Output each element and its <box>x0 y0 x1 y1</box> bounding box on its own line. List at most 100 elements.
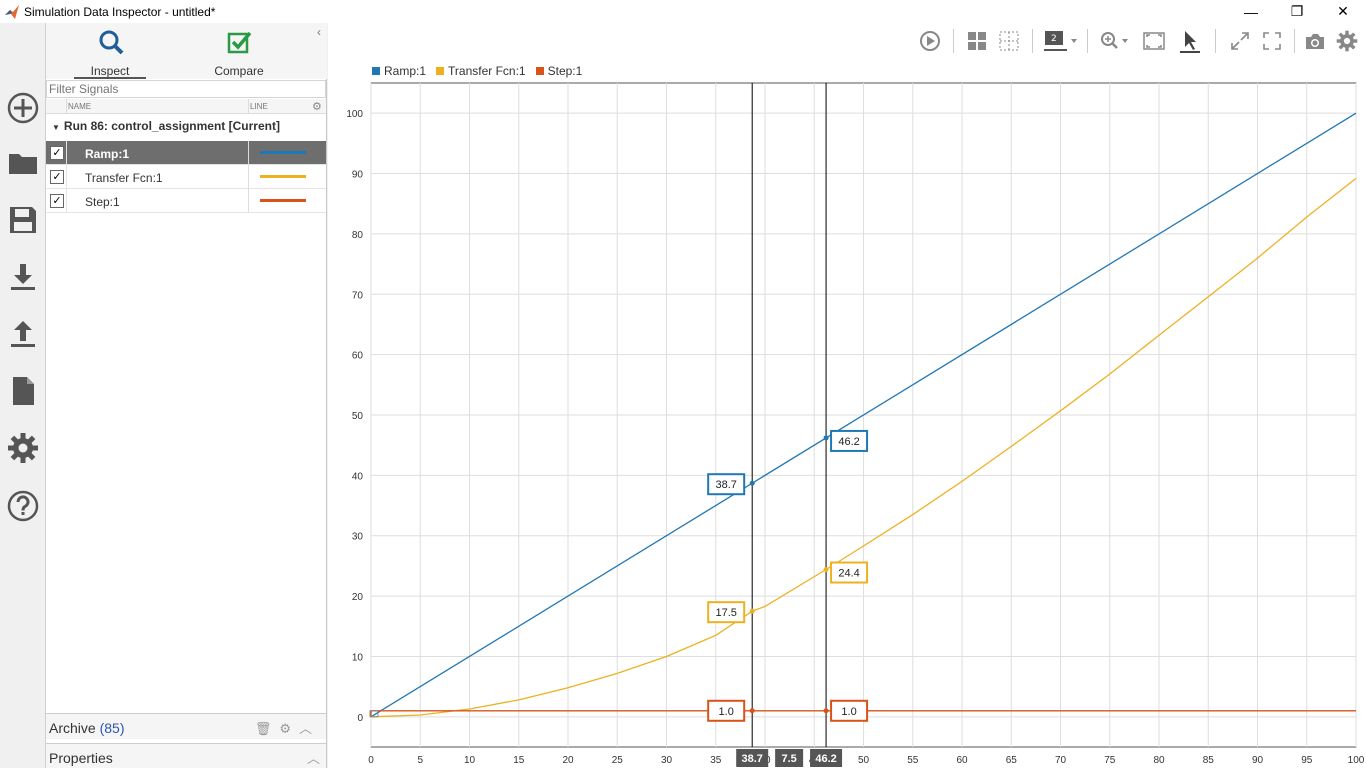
y-tick-label: 90 <box>352 170 364 181</box>
signal-table-header: NAME LINE ⚙ <box>46 99 326 114</box>
series-line <box>370 177 1357 718</box>
close-button[interactable]: ✕ <box>1337 3 1349 19</box>
cursor-readout-box <box>707 601 746 624</box>
line-swatch[interactable] <box>260 175 306 178</box>
legend-item-step[interactable]: Step:1 <box>535 64 582 78</box>
export-icon <box>11 321 35 347</box>
layout-grid-icon <box>968 32 986 50</box>
tab-inspect[interactable]: Inspect <box>56 27 146 79</box>
expand-triangle-icon[interactable]: ▼ <box>52 123 60 132</box>
signal-row-step[interactable]: ✓ Step:1 <box>46 189 326 213</box>
x-tick-label: 20 <box>562 755 574 766</box>
cursor-readout-label: 1.0 <box>841 706 856 718</box>
properties-label: Properties <box>49 750 113 766</box>
plot-area: 2 <box>328 23 1366 768</box>
restore-button[interactable]: ❐ <box>1290 3 1304 19</box>
x-tick-label: 25 <box>612 755 624 766</box>
tab-compare-label: Compare <box>214 64 264 78</box>
x-tick-label: 75 <box>1104 755 1116 766</box>
signal-checkbox[interactable]: ✓ <box>50 194 64 208</box>
x-tick-label: 80 <box>1153 755 1165 766</box>
new-icon <box>7 92 39 124</box>
line-column-header[interactable]: LINE <box>250 102 268 111</box>
line-swatch[interactable] <box>260 151 306 154</box>
run-node[interactable]: ▼ Run 86: control_assignment [Current] <box>52 119 280 133</box>
help-button[interactable] <box>5 488 41 524</box>
archive-count: (85) <box>99 720 125 736</box>
cursor-x-tag <box>736 749 769 767</box>
title-bar: Simulation Data Inspector - untitled* — … <box>0 0 1366 23</box>
report-icon <box>13 377 34 405</box>
replay-icon <box>920 31 940 51</box>
x-tick-label: 5 <box>417 755 423 766</box>
trash-icon[interactable]: 🗑 <box>254 721 280 736</box>
full-screen-button[interactable] <box>1259 28 1285 54</box>
replay-button[interactable] <box>917 28 943 54</box>
plot-settings-button[interactable] <box>1334 28 1360 54</box>
x-tick-label: 50 <box>858 755 870 766</box>
subplot-button[interactable] <box>996 28 1022 54</box>
gear-icon <box>1336 30 1358 52</box>
gear-icon[interactable]: ⚙ <box>279 721 299 736</box>
signal-checkbox[interactable]: ✓ <box>50 170 64 184</box>
y-tick-label: 50 <box>352 411 364 422</box>
legend-item-ramp[interactable]: Ramp:1 <box>372 64 426 78</box>
import-button[interactable] <box>5 259 41 295</box>
cursor-delta-label: 7.5 <box>781 753 796 765</box>
cursor-select-button[interactable] <box>1177 28 1203 54</box>
x-tick-label: 35 <box>710 755 722 766</box>
cursor-readout-box <box>830 699 869 722</box>
y-tick-label: 20 <box>352 592 364 603</box>
export-button[interactable] <box>5 316 41 352</box>
chevron-up-icon[interactable]: ︿ <box>306 751 320 766</box>
filter-signals-input[interactable] <box>46 80 326 98</box>
signal-checkbox[interactable]: ✓ <box>50 146 64 160</box>
line-swatch[interactable] <box>260 199 306 202</box>
column-settings-icon[interactable]: ⚙ <box>312 101 322 113</box>
open-button[interactable] <box>5 145 41 181</box>
tab-inspect-label: Inspect <box>90 64 130 78</box>
properties-section[interactable]: Properties ︿ <box>46 743 326 768</box>
import-icon <box>11 264 35 290</box>
y-tick-label: 30 <box>352 532 364 543</box>
collapse-panel-button[interactable]: ‹ <box>317 25 321 39</box>
search-icon <box>99 30 124 55</box>
y-tick-label: 40 <box>352 471 364 482</box>
fit-to-view-button[interactable] <box>1141 28 1167 54</box>
fit-to-view-icon <box>1143 32 1165 50</box>
legend-item-transfer-fcn[interactable]: Transfer Fcn:1 <box>436 64 526 78</box>
preferences-button[interactable] <box>5 430 41 466</box>
window-title: Simulation Data Inspector - untitled* <box>24 4 216 19</box>
archive-label: Archive <box>49 720 96 736</box>
archive-section[interactable]: Archive (85) 🗑⚙︿ <box>46 713 326 739</box>
pointer-icon <box>1180 31 1200 53</box>
report-button[interactable] <box>5 373 41 409</box>
new-session-button[interactable] <box>5 90 41 126</box>
y-tick-label: 70 <box>352 290 364 301</box>
cursor-point <box>749 708 755 714</box>
cursor-readout-label: 17.5 <box>715 607 736 619</box>
save-button[interactable] <box>5 202 41 238</box>
tab-compare[interactable]: Compare <box>194 27 284 79</box>
signal-name: Ramp:1 <box>85 147 130 161</box>
name-column-header[interactable]: NAME <box>68 102 92 111</box>
help-icon <box>7 490 39 522</box>
layout-button[interactable] <box>964 28 990 54</box>
minimize-button[interactable]: — <box>1244 3 1258 20</box>
snapshot-button[interactable] <box>1302 28 1328 54</box>
cursor-readout-label: 24.4 <box>838 568 859 580</box>
signal-plot[interactable]: 0510152025303540455055606570758085909510… <box>328 23 1366 768</box>
cursors-button[interactable]: 2 <box>1042 28 1080 54</box>
cursor-readout-box <box>830 561 869 584</box>
cursor-point <box>823 435 829 441</box>
zoom-button[interactable] <box>1098 28 1132 54</box>
checkbox-check-icon <box>227 31 252 54</box>
plot-toolbar: 2 <box>328 23 1366 59</box>
cursor-point <box>823 708 829 714</box>
tool-rail <box>0 23 46 768</box>
cursor-readout-label: 38.7 <box>715 479 736 491</box>
expand-plot-button[interactable] <box>1227 28 1253 54</box>
signal-row-transfer-fcn[interactable]: ✓ Transfer Fcn:1 <box>46 165 326 189</box>
signal-row-ramp[interactable]: ✓ Ramp:1 <box>46 141 326 165</box>
chevron-up-icon[interactable]: ︿ <box>298 721 320 736</box>
